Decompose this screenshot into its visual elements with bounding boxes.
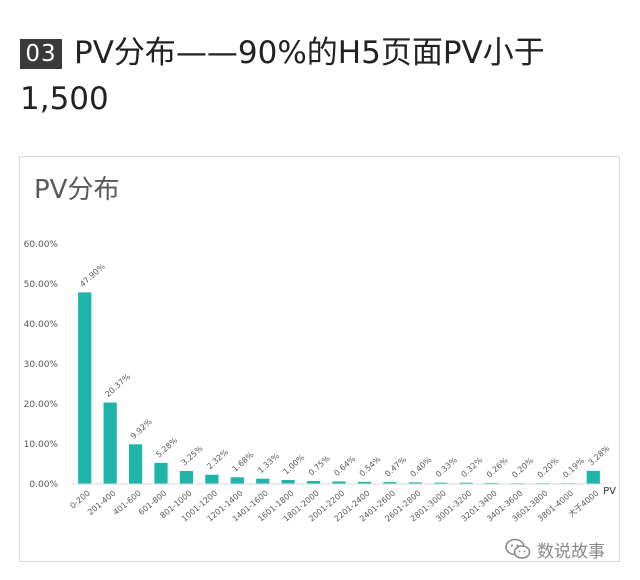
data-label: 0.54% — [358, 454, 383, 478]
bar — [306, 481, 321, 484]
bar — [103, 402, 117, 484]
bar — [78, 292, 92, 484]
data-label: 0.40% — [409, 455, 434, 479]
y-tick-label: 0.00% — [29, 480, 58, 490]
bars — [78, 292, 600, 484]
data-label: 0.47% — [383, 455, 408, 479]
y-tick-label: 30.00% — [24, 360, 59, 370]
data-labels: 47.90% 20.37% 9.92%5.28% 3.25% 2.32% 1.68% 1.3… — [78, 262, 612, 480]
data-label: 0.33% — [434, 455, 459, 479]
bar — [484, 482, 499, 484]
data-label: 2.32% — [205, 447, 230, 471]
x-axis-label: PV — [603, 486, 616, 497]
bar — [459, 482, 473, 484]
chart-card: PV分布 0.00% 10.00% 20.00% 30.00% 40.00% 50.00%… — [19, 156, 620, 562]
data-label: 3.28% — [587, 443, 612, 467]
section-number-badge: 03 — [20, 39, 62, 69]
page-title-line2: 1,500 — [20, 81, 109, 117]
bar — [256, 478, 270, 484]
data-label: 20.37% — [103, 372, 132, 399]
bar — [128, 444, 143, 484]
bar — [332, 481, 346, 484]
x-axis: 0-200201-400401-600601-800801-10001001-1… — [68, 483, 616, 524]
data-label: 0.19% — [561, 456, 586, 480]
wechat-icon — [505, 538, 531, 560]
y-tick-label: 10.00% — [24, 440, 59, 450]
y-tick-label: 50.00% — [24, 280, 59, 290]
bar — [205, 474, 219, 484]
data-label: 5.28% — [154, 435, 179, 459]
bar — [434, 482, 448, 484]
bar — [383, 482, 397, 484]
data-label: 0.64% — [332, 454, 357, 478]
data-label: 1.00% — [281, 453, 306, 477]
bar — [179, 471, 194, 484]
bar — [357, 481, 372, 484]
page-title: PV分布——90%的H5页面PV小于 1,500 — [20, 30, 614, 122]
data-label: 0.20% — [510, 456, 535, 480]
data-label: 47.90% — [78, 262, 107, 289]
y-tick-label: 20.00% — [24, 400, 59, 410]
data-label: 1.68% — [231, 450, 256, 474]
data-label: 0.75% — [307, 454, 332, 478]
bar — [408, 482, 422, 484]
data-label: 0.32% — [459, 455, 484, 479]
bar — [281, 480, 295, 484]
data-label: 1.33% — [256, 451, 281, 475]
watermark: 数说故事 — [505, 536, 605, 562]
data-label: 3.25% — [180, 444, 205, 468]
data-label: 0.20% — [536, 456, 561, 480]
data-label: 9.92% — [129, 417, 154, 441]
bar — [586, 470, 600, 484]
pv-distribution-bar-chart: 0.00% 10.00% 20.00% 30.00% 40.00% 50.00% 60.00… — [24, 240, 616, 524]
bar — [154, 462, 168, 484]
data-label: 0.26% — [485, 455, 510, 479]
watermark-text: 数说故事 — [537, 541, 605, 562]
page-title-line1: PV分布——90%的H5页面PV小于 — [74, 35, 545, 71]
chart-title: PV分布 — [34, 175, 120, 205]
y-axis: 0.00% 10.00% 20.00% 30.00% 40.00% 50.00% 60.00… — [24, 240, 59, 490]
y-tick-label: 60.00% — [24, 240, 59, 250]
bar — [230, 477, 244, 484]
y-tick-label: 40.00% — [24, 320, 59, 330]
